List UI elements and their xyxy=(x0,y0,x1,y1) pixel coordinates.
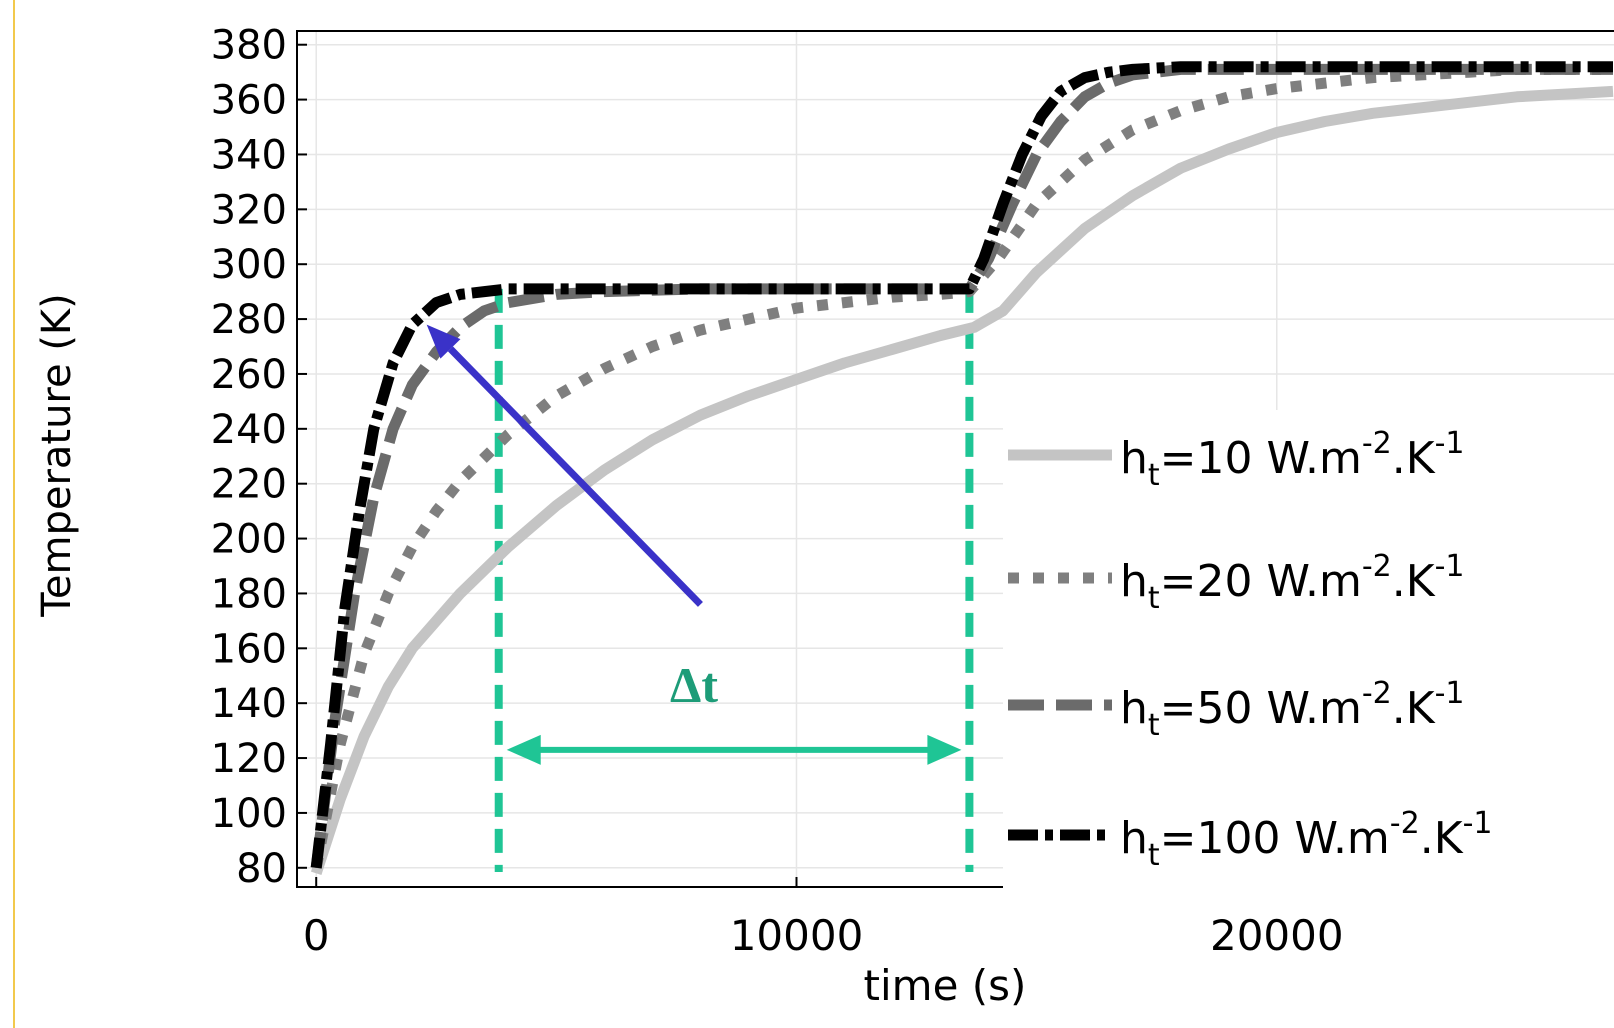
y-tick-label: 80 xyxy=(236,846,287,892)
series-line-2 xyxy=(310,63,1613,869)
pointer-arrowhead xyxy=(426,324,461,359)
delta-span-arrowhead-left xyxy=(506,734,541,765)
legend-label-1: ht=10 W.m-2.K-1 xyxy=(1120,426,1465,493)
y-tick-label: 220 xyxy=(211,462,287,508)
series-line-1 xyxy=(310,85,1614,875)
y-tick-label: 240 xyxy=(211,407,287,453)
x-axis-label: time (s) xyxy=(864,961,1027,1010)
tick-labels: 80 100 120 140 160 180 200 220 240 260 280 300 320 34… xyxy=(211,23,1344,960)
y-tick-label: 100 xyxy=(211,791,287,837)
delta-label: Δt xyxy=(670,657,718,713)
x-tick-label: 20000 xyxy=(1210,911,1344,960)
series-line-4 xyxy=(310,61,1613,869)
x-tick-label: 10000 xyxy=(730,911,864,960)
legend: ht=10 W.m-2.K-1 ht=20 W.m-2.K-1 ht=50 W.m-… xyxy=(1003,410,1614,890)
y-tick-label: 360 xyxy=(211,78,287,124)
x-tick-label: 0 xyxy=(303,911,330,960)
delta-span-arrowhead-right xyxy=(927,734,962,765)
axes xyxy=(296,30,1614,888)
y-tick-label: 340 xyxy=(211,132,287,178)
legend-label-2: ht=20 W.m-2.K-1 xyxy=(1120,549,1465,616)
y-tick-label: 300 xyxy=(211,242,287,288)
y-tick-label: 260 xyxy=(211,352,287,398)
series-lines xyxy=(310,61,1614,875)
y-tick-label: 160 xyxy=(211,626,287,672)
grid xyxy=(297,31,1614,887)
plot-frame xyxy=(296,30,1614,888)
legend-box xyxy=(1003,410,1614,890)
legend-label-3: ht=50 W.m-2.K-1 xyxy=(1120,676,1465,743)
y-tick-label: 180 xyxy=(211,571,287,617)
annotations: Δt xyxy=(426,324,962,765)
y-tick-label: 280 xyxy=(211,297,287,343)
y-tick-label: 320 xyxy=(211,187,287,233)
y-tick-label: 200 xyxy=(211,517,287,563)
y-axis-label: Temperature (K) xyxy=(34,293,80,618)
y-tick-label: 380 xyxy=(211,23,287,69)
delta-markers xyxy=(494,288,974,872)
y-tick-label: 120 xyxy=(211,736,287,782)
y-tick-label: 140 xyxy=(211,681,287,727)
pointer-arrow-line xyxy=(447,346,703,607)
legend-label-4: ht=100 W.m-2.K-1 xyxy=(1120,806,1492,873)
